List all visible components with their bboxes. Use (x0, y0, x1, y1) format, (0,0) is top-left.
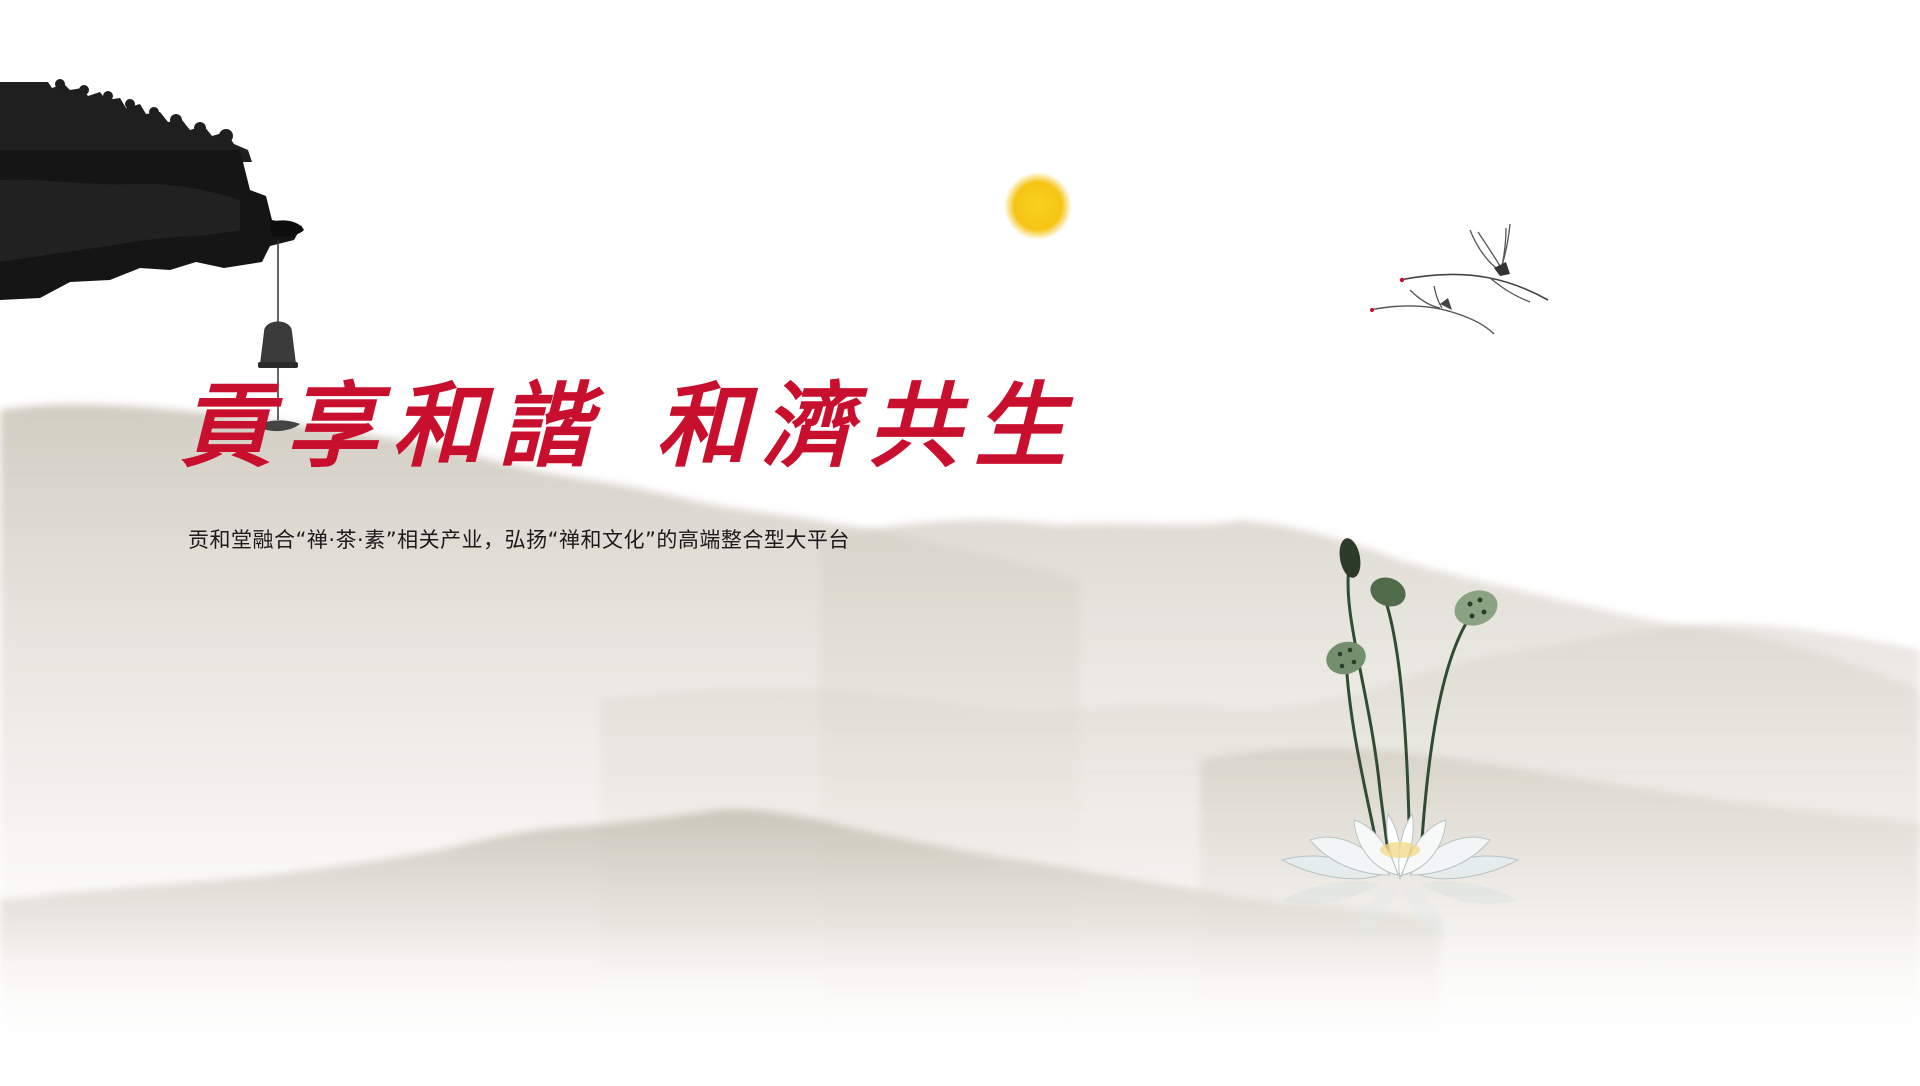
slogan-part-2: 和濟共生 (656, 372, 1081, 480)
slogan-part-1: 貢享和諧 (180, 372, 605, 480)
slogan-heading: 貢享和諧 和濟共生 (180, 380, 1080, 472)
subtitle-text: 贡和堂融合“禅·茶·素”相关产业，弘扬“禅和文化”的高端整合型大平台 (188, 528, 850, 552)
sun-icon (1004, 172, 1072, 240)
temple-roof-eave-icon (0, 79, 304, 432)
lotus-flower-icon (1280, 538, 1520, 940)
flying-cranes-icon (1369, 223, 1549, 335)
wind-chime-bell-icon (256, 321, 300, 432)
